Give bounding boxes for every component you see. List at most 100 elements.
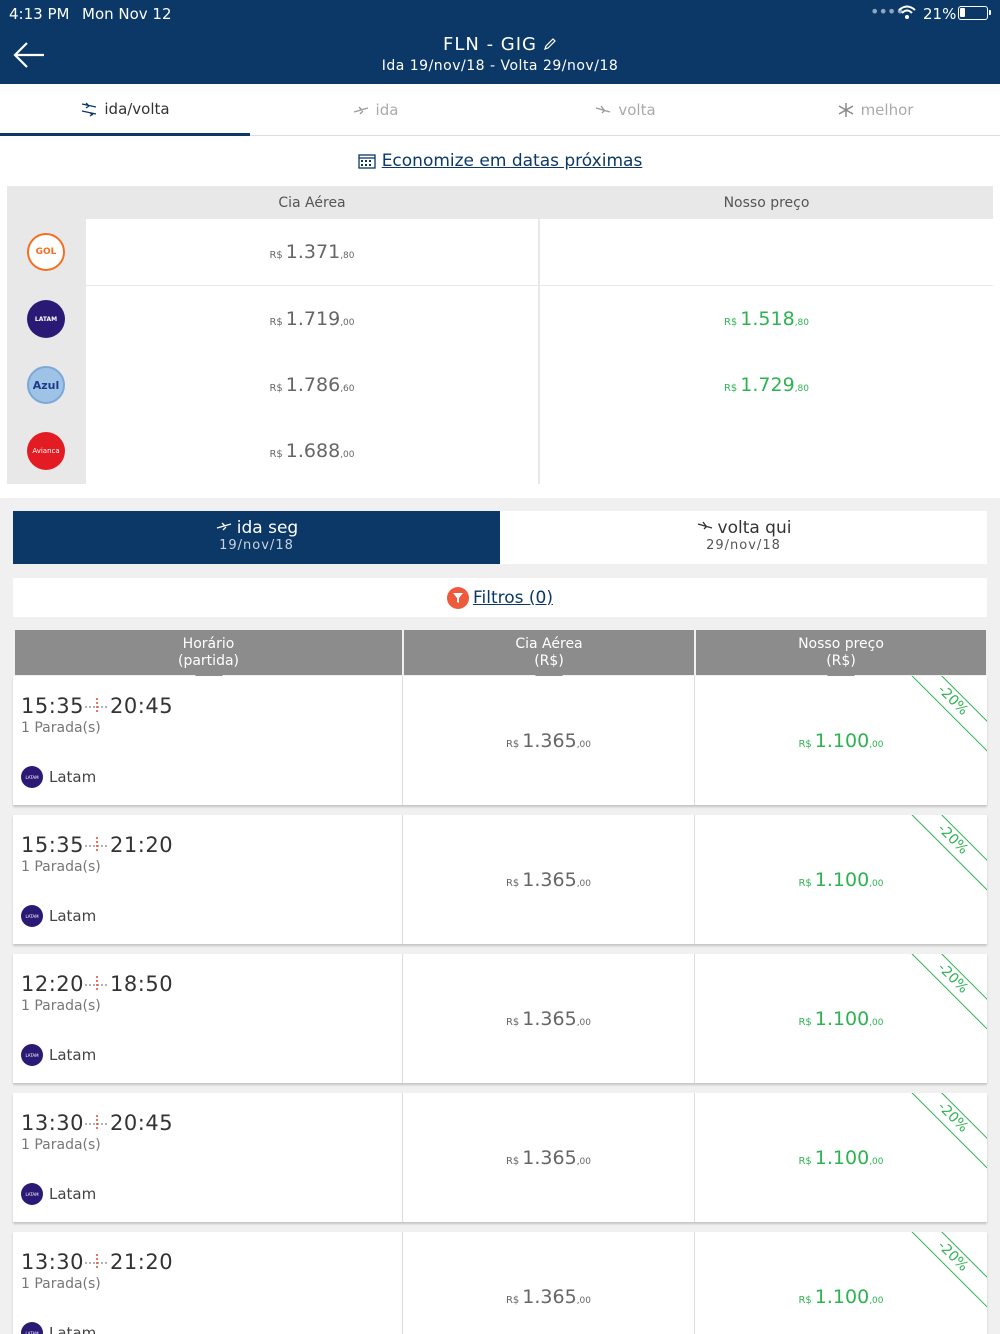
- flight-times: 12:20 18:50: [21, 972, 173, 996]
- stops-count: 1 Parada(s): [21, 998, 101, 1014]
- filters-button[interactable]: Filtros (0): [13, 578, 987, 617]
- airline-price: R$ 1.371,80: [269, 241, 355, 263]
- tab-label: melhor: [860, 101, 914, 119]
- airline-price: R$ 1.719,00: [269, 308, 355, 330]
- our-price: R$ 1.729,80: [723, 374, 810, 396]
- col-header-nosso[interactable]: Nosso preço (R$): [696, 630, 986, 689]
- tab-volta[interactable]: volta: [500, 84, 750, 136]
- airline-price-cell: R$ 1.365,00: [403, 1093, 695, 1222]
- status-bar: 4:13 PM Mon Nov 12 •••• 21%: [0, 0, 1000, 28]
- stop-connection-icon: [85, 1254, 110, 1269]
- ida-toggle[interactable]: ida seg 19/nov/18: [13, 511, 500, 564]
- departure-time: 13:30: [21, 1250, 85, 1274]
- flight-times: 13:30 20:45: [21, 1111, 173, 1135]
- battery-icon: [958, 6, 991, 20]
- flight-row[interactable]: 15:35 21:20 1 Parada(s) LATAM Latam R$ 1.36…: [13, 815, 987, 944]
- comparison-row-gol[interactable]: GOL R$ 1.371,80: [7, 219, 993, 285]
- stops-count: 1 Parada(s): [21, 1137, 101, 1153]
- filter-funnel-icon: [446, 586, 469, 609]
- time-cell: 15:35 20:45 1 Parada(s) LATAM Latam: [13, 676, 403, 805]
- col-header-our-price: Nosso preço: [723, 195, 810, 211]
- flight-row[interactable]: 12:20 18:50 1 Parada(s) LATAM Latam R$ 1.36…: [13, 954, 987, 1083]
- price-comparison: Cia Aérea Nosso preço GOL R$ 1.371,80 LAT…: [0, 186, 1000, 498]
- col-header-airline: Cia Aérea: [278, 195, 346, 211]
- return-plane-icon: [697, 521, 712, 530]
- calendar-icon: [358, 154, 376, 169]
- col-header-cia[interactable]: Cia Aérea (R$): [404, 630, 694, 689]
- time-cell: 13:30 21:20 1 Parada(s) LATAM Latam: [13, 1232, 403, 1334]
- nosso-sub: (R$): [826, 653, 856, 669]
- route-title[interactable]: FLN - GIG: [0, 34, 1000, 55]
- top-bar: 4:13 PM Mon Nov 12 •••• 21% FLN - GIG Id…: [0, 0, 1000, 84]
- arrival-time: 21:20: [110, 1250, 174, 1274]
- airline-name: Latam: [49, 1185, 97, 1203]
- latam-logo: LATAM: [21, 1322, 43, 1334]
- departure-time: 15:35: [21, 833, 85, 857]
- departure-time: 15:35: [21, 694, 85, 718]
- airline-price-cell: R$ 1.365,00: [403, 954, 695, 1083]
- discount-ribbon: -20%: [898, 1093, 987, 1172]
- discount-ribbon: -20%: [898, 954, 987, 1033]
- stops-count: 1 Parada(s): [21, 859, 101, 875]
- our-price: R$ 1.100,00: [798, 729, 884, 752]
- tab-melhor[interactable]: melhor: [750, 84, 1000, 136]
- discount-ribbon: -20%: [898, 676, 987, 755]
- departure-time: 12:20: [21, 972, 85, 996]
- tab-ida[interactable]: ida: [250, 84, 500, 136]
- departure-plane-icon: [216, 522, 231, 531]
- asterisk-icon: [838, 103, 853, 117]
- wifi-icon: [898, 5, 916, 19]
- discount-ribbon: -20%: [898, 815, 987, 894]
- airline-info: LATAM Latam: [21, 1183, 96, 1205]
- cia-sub: (R$): [534, 653, 564, 669]
- our-price-cell: R$ 1.100,00 -20%: [695, 676, 987, 805]
- airline-name: Latam: [49, 1324, 97, 1334]
- avianca-logo: Avianca: [27, 432, 65, 470]
- back-arrow-icon[interactable]: [12, 40, 46, 70]
- comparison-row-avianca[interactable]: Avianca R$ 1.688,00: [7, 418, 993, 484]
- arrival-time: 20:45: [110, 1111, 174, 1135]
- time-cell: 12:20 18:50 1 Parada(s) LATAM Latam: [13, 954, 403, 1083]
- azul-logo: Azul: [27, 366, 65, 404]
- tab-label: ida: [375, 101, 399, 119]
- comparison-row-latam[interactable]: LATAM R$ 1.719,00 R$ 1.518,80: [7, 286, 993, 352]
- flight-row[interactable]: 15:35 20:45 1 Parada(s) LATAM Latam R$ 1.36…: [13, 676, 987, 805]
- airline-price: R$ 1.786,60: [269, 374, 355, 396]
- airline-name: Latam: [49, 907, 97, 925]
- airline-price-cell: R$ 1.365,00: [403, 1232, 695, 1334]
- comparison-row-azul[interactable]: Azul R$ 1.786,60 R$ 1.729,80: [7, 352, 993, 418]
- airline-name: Latam: [49, 768, 97, 786]
- airline-price-cell: R$ 1.688,00: [86, 418, 538, 484]
- our-price: R$ 1.100,00: [798, 1285, 884, 1308]
- our-price-cell: R$ 1.100,00 -20%: [695, 1232, 987, 1334]
- our-price-cell: R$ 1.518,80: [540, 286, 993, 352]
- tab-ida-volta[interactable]: ida/volta: [0, 84, 250, 136]
- departure-plane-icon: [353, 106, 368, 115]
- time-cell: 13:30 20:45 1 Parada(s) LATAM Latam: [13, 1093, 403, 1222]
- discount-ribbon: -20%: [898, 1232, 987, 1311]
- airline-price-cell: R$ 1.719,00: [86, 286, 538, 352]
- stops-count: 1 Parada(s): [21, 1276, 101, 1292]
- our-price-cell: R$ 1.100,00 -20%: [695, 954, 987, 1083]
- our-price-cell: [540, 219, 993, 285]
- trip-tabs: ida/volta ida volta melhor: [0, 84, 1000, 136]
- economize-link[interactable]: Economize em datas próximas: [0, 136, 1000, 186]
- departure-time: 13:30: [21, 1111, 85, 1135]
- stops-count: 1 Parada(s): [21, 720, 101, 736]
- comparison-table: Cia Aérea Nosso preço GOL R$ 1.371,80 LAT…: [7, 186, 993, 484]
- flight-row[interactable]: 13:30 20:45 1 Parada(s) LATAM Latam R$ 1.36…: [13, 1093, 987, 1222]
- filters-label: Filtros (0): [472, 587, 553, 608]
- flight-row[interactable]: 13:30 21:20 1 Parada(s) LATAM Latam R$ 1.36…: [13, 1232, 987, 1334]
- route-text: FLN - GIG: [443, 34, 537, 55]
- our-price-cell: R$ 1.729,80: [540, 352, 993, 418]
- col-header-horario[interactable]: Horário (partida): [15, 630, 402, 689]
- our-price-cell: R$ 1.100,00 -20%: [695, 815, 987, 944]
- volta-toggle[interactable]: volta qui 29/nov/18: [500, 511, 987, 564]
- volta-date: 29/nov/18: [706, 538, 781, 553]
- tab-label: ida/volta: [104, 99, 170, 118]
- horario-sub: (partida): [178, 653, 239, 669]
- economize-label: Economize em datas próximas: [381, 151, 643, 171]
- battery-percent: 21%: [923, 5, 957, 23]
- volta-label: volta qui: [717, 518, 792, 538]
- pencil-edit-icon[interactable]: [543, 37, 557, 51]
